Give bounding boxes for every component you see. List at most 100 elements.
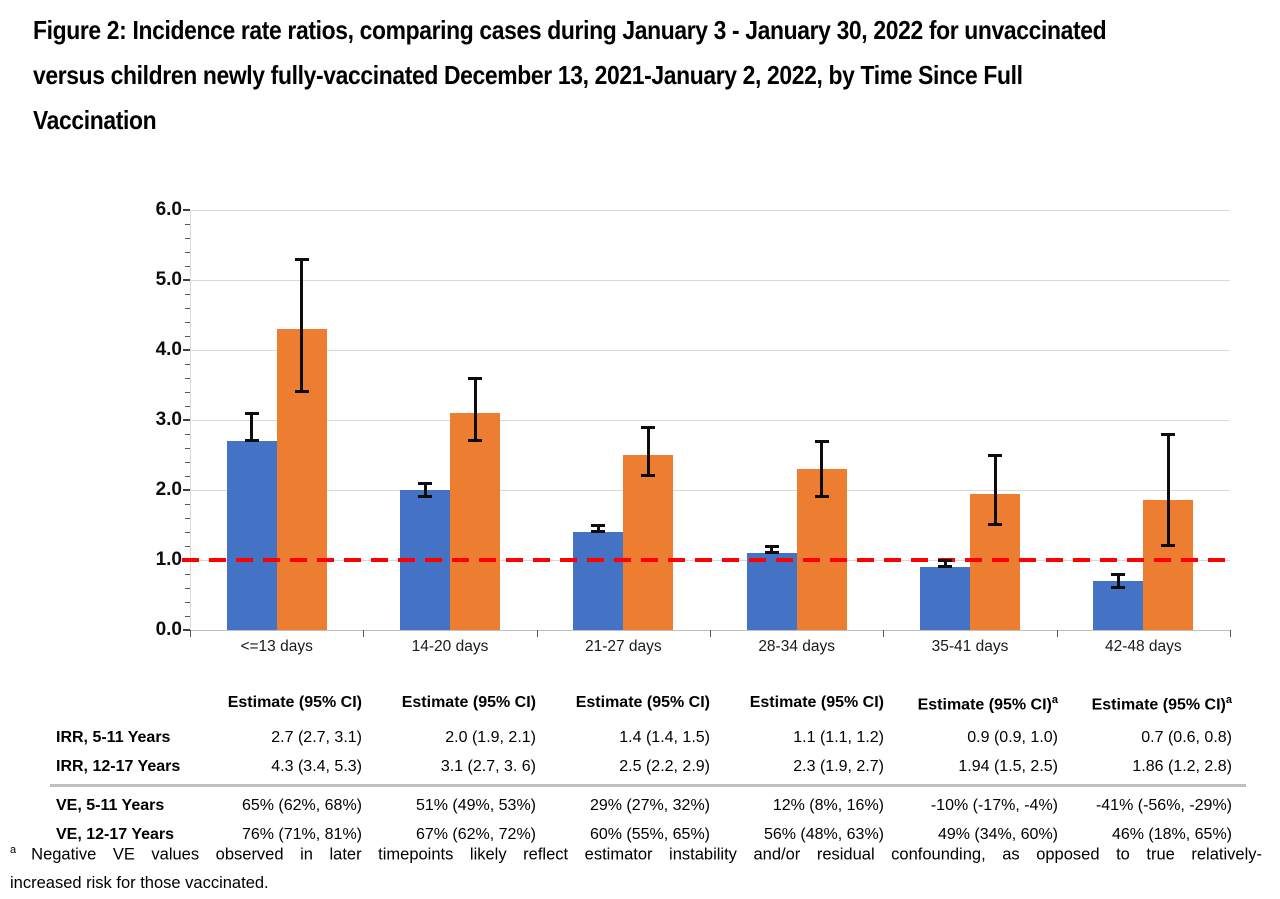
error-bar-cap-top (294, 258, 309, 261)
footnote: a Negative VE values observed in later t… (10, 836, 1262, 897)
value-cell: 65% (62%, 68%) (241, 797, 362, 815)
value-cell: -41% (-56%, -29%) (1095, 797, 1232, 815)
y-axis-minor-tick (185, 461, 190, 463)
irr-ve-table: Estimate (95% CI) Estimate (95% CI) Estima… (50, 690, 1246, 849)
table-corner (50, 690, 202, 723)
value-cell: 4.3 (3.4, 5.3) (271, 758, 362, 776)
error-bar-cap-bottom (938, 565, 952, 568)
y-axis-minor-tick (185, 405, 190, 407)
y-tick-label: 4.0 (155, 339, 182, 360)
error-bar-cap-bottom (764, 551, 779, 554)
y-tick-label: 1.0 (155, 549, 182, 570)
y-axis-major-tick (183, 489, 190, 491)
error-bar-cap-bottom (244, 439, 259, 442)
error-bar-cap-top (764, 545, 779, 548)
y-axis-minor-tick (185, 601, 190, 603)
figure-title-line: versus children newly fully-vaccinated D… (33, 60, 1023, 90)
row-label: IRR, 5-11 Years (56, 729, 171, 747)
error-bar-cap-bottom (988, 523, 1002, 526)
error-bar-cap-top (468, 377, 482, 380)
figure-title-line: Vaccination (33, 105, 157, 135)
y-axis-minor-tick (185, 391, 190, 393)
row-label: IRR, 12-17 Years (56, 758, 181, 776)
error-bar-line (300, 259, 304, 392)
error-bar-cap-bottom (418, 495, 432, 498)
value-cell: 67% (62%, 72%) (415, 826, 536, 844)
column-header: Estimate (95% CI) (749, 694, 884, 711)
x-axis-tick (190, 630, 191, 637)
y-axis-minor-tick (185, 335, 190, 337)
y-axis-major-tick (183, 279, 190, 281)
value-cell: 51% (49%, 53%) (415, 797, 536, 815)
y-axis-major-tick (183, 209, 190, 211)
value-cell: 2.3 (1.9, 2.7) (793, 758, 884, 776)
y-axis-minor-tick (185, 573, 190, 575)
y-tick-label: 6.0 (155, 199, 182, 220)
error-bar-line (993, 455, 997, 525)
y-axis-minor-tick (185, 321, 190, 323)
error-bar-cap-top (418, 482, 432, 485)
bar-irr-5-11-years (920, 567, 970, 630)
value-cell: 0.9 (0.9, 1.0) (967, 729, 1058, 747)
bar-irr-5-11-years (1093, 581, 1144, 630)
reference-line (182, 558, 1230, 562)
error-bar-cap-bottom (1111, 586, 1126, 589)
bar-irr-5-11-years (226, 441, 277, 630)
figure-title: Figure 2: Incidence rate ratios, compari… (33, 8, 1265, 143)
column-header: Estimate (95% CI) (227, 694, 362, 711)
gridline (190, 209, 1230, 211)
value-cell: 1.4 (1.4, 1.5) (619, 729, 710, 747)
y-axis-minor-tick (185, 433, 190, 435)
value-cell: -10% (-17%, -4%) (930, 797, 1058, 815)
error-bar-line (250, 413, 254, 441)
x-category-label: 28-34 days (758, 638, 836, 655)
error-bar-line (473, 378, 477, 441)
value-cell: 3.1 (2.7, 3. 6) (440, 758, 536, 776)
error-bar-cap-top (814, 440, 829, 443)
x-category-label: 35-41 days (931, 638, 1009, 655)
y-axis-minor-tick (185, 545, 190, 547)
y-tick-label: 0.0 (155, 619, 182, 640)
x-axis-tick (363, 630, 365, 637)
error-bar-cap-bottom (468, 439, 482, 442)
gridline (190, 419, 1230, 421)
error-bar-cap-top (1111, 573, 1126, 576)
y-axis-minor-tick (185, 615, 190, 617)
gridline (190, 349, 1230, 351)
value-cell: 12% (8%, 16%) (772, 797, 884, 815)
y-axis-minor-tick (185, 293, 190, 295)
footnote-line: increased risk for those vaccinated. (10, 873, 269, 892)
y-axis-minor-tick (185, 517, 190, 519)
value-cell: 0.7 (0.6, 0.8) (1141, 729, 1232, 747)
y-tick-label: 3.0 (155, 409, 182, 430)
y-axis-minor-tick (185, 587, 190, 589)
y-axis-minor-tick (185, 503, 190, 505)
x-category-label: 42-48 days (1104, 638, 1182, 655)
error-bar-line (770, 546, 774, 553)
y-axis-minor-tick (185, 251, 190, 253)
y-axis-minor-tick (185, 223, 190, 225)
error-bar-cap-top (641, 426, 656, 429)
column-header: Estimate (95% CI)a (1091, 694, 1232, 714)
error-bar-cap-top (591, 524, 606, 527)
value-cell: 29% (27%, 32%) (589, 797, 710, 815)
x-category-label: 21-27 days (584, 638, 662, 655)
x-axis-tick (536, 630, 538, 637)
column-header: Estimate (95% CI)a (917, 694, 1058, 714)
column-header: Estimate (95% CI) (401, 694, 536, 711)
column-header: Estimate (95% CI) (575, 694, 710, 711)
x-category-label: <=13 days (240, 638, 313, 655)
row-label: VE, 12-17 Years (56, 826, 175, 844)
table-separator (50, 784, 1246, 788)
x-category-label: 14-20 days (411, 638, 489, 655)
x-axis-tick (710, 630, 711, 637)
error-bar-cap-bottom (294, 390, 309, 393)
x-axis-tick (883, 630, 885, 637)
bar-irr-12-17-years (623, 455, 674, 630)
value-cell: 2.5 (2.2, 2.9) (619, 758, 710, 776)
value-cell: 2.7 (2.7, 3.1) (271, 729, 362, 747)
header-footnote-marker: a (1225, 694, 1232, 706)
value-cell: 2.0 (1.9, 2.1) (445, 729, 536, 747)
